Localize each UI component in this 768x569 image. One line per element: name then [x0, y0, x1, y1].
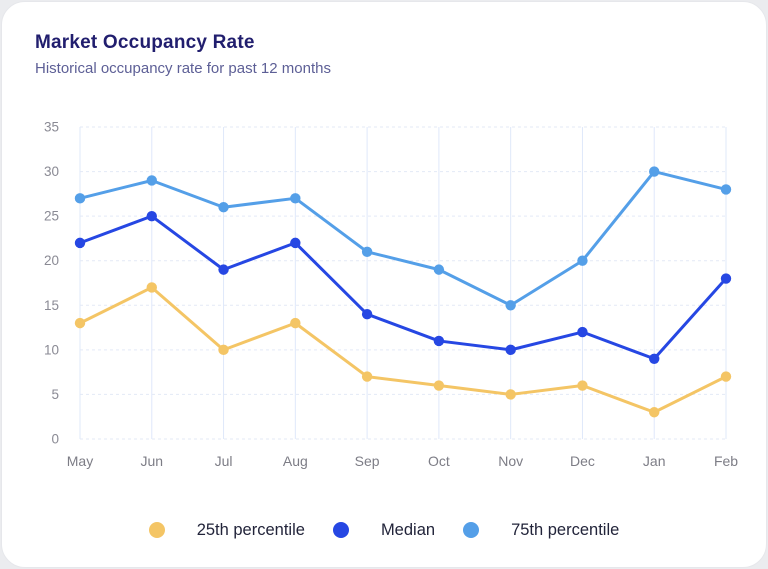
- series-line: [78, 214, 728, 361]
- data-point: [74, 193, 86, 204]
- occupancy-line-chart: 0 5 10 15 20 25 30 35 May Jun Jul Aug Sep Oct Nov Dec Ja…: [44, 120, 738, 470]
- y-axis-tick-label: 20: [44, 253, 59, 268]
- legend-label: Median: [380, 520, 436, 539]
- data-point: [146, 210, 157, 222]
- data-point: [720, 371, 732, 382]
- data-point: [577, 255, 588, 266]
- data-point: [577, 326, 588, 338]
- data-point: [649, 166, 660, 177]
- data-point: [505, 300, 516, 311]
- data-point: [433, 335, 445, 347]
- y-axis-tick-label: 0: [51, 432, 59, 447]
- y-axis-tick-label: 10: [44, 342, 59, 357]
- x-axis-tick-label: Jan: [643, 453, 666, 469]
- data-point: [218, 202, 229, 213]
- data-point: [505, 344, 516, 356]
- x-axis-tick-label: Feb: [714, 453, 738, 469]
- legend-item: 25th percentile: [148, 520, 305, 540]
- y-axis-tick-label: 25: [44, 209, 59, 224]
- series-line: [78, 170, 728, 307]
- x-axis-tick-label: Nov: [498, 453, 523, 469]
- page-subtitle: Historical occupancy rate for past 12 mo…: [35, 60, 331, 77]
- legend-label: 25th percentile: [196, 520, 305, 539]
- x-axis-tick-label: Aug: [283, 453, 308, 469]
- data-point: [577, 380, 588, 391]
- x-axis-tick-label: Jul: [215, 453, 233, 469]
- data-point: [290, 193, 301, 204]
- data-point: [361, 309, 373, 320]
- y-axis-tick-label: 15: [44, 298, 59, 313]
- data-point: [361, 246, 373, 257]
- legend-dot-icon: [332, 522, 349, 538]
- x-axis-tick-label: Sep: [355, 453, 380, 469]
- legend-label: 75th percentile: [511, 520, 620, 539]
- data-point: [290, 317, 301, 329]
- series-line: [78, 285, 728, 414]
- y-axis-tick-label: 30: [44, 164, 59, 179]
- data-point: [433, 380, 445, 391]
- data-point: [361, 371, 373, 382]
- x-axis-tick-label: May: [67, 453, 93, 469]
- data-point: [720, 273, 732, 284]
- x-axis-tick-label: Oct: [428, 453, 450, 469]
- page-title: Market Occupancy Rate: [35, 32, 255, 53]
- data-point: [218, 344, 229, 356]
- data-point: [146, 282, 157, 293]
- data-point: [505, 389, 516, 400]
- legend-item: Median: [332, 520, 436, 540]
- chart-legend: 25th percentile Median 75th percentile: [2, 513, 766, 547]
- y-axis-tick-label: 35: [44, 120, 59, 135]
- data-point: [649, 407, 660, 418]
- y-axis-tick-label: 5: [51, 387, 59, 402]
- data-point: [74, 317, 86, 329]
- data-point: [649, 353, 660, 364]
- legend-dot-icon: [463, 522, 480, 538]
- data-point: [720, 184, 732, 195]
- x-axis-tick-label: Dec: [570, 453, 595, 469]
- data-point: [218, 264, 229, 275]
- data-point: [290, 237, 301, 249]
- legend-dot-icon: [148, 522, 165, 538]
- data-point: [146, 175, 157, 186]
- data-point: [74, 237, 86, 249]
- x-axis-tick-label: Jun: [140, 453, 163, 469]
- legend-item: 75th percentile: [463, 521, 619, 540]
- data-point: [433, 264, 445, 275]
